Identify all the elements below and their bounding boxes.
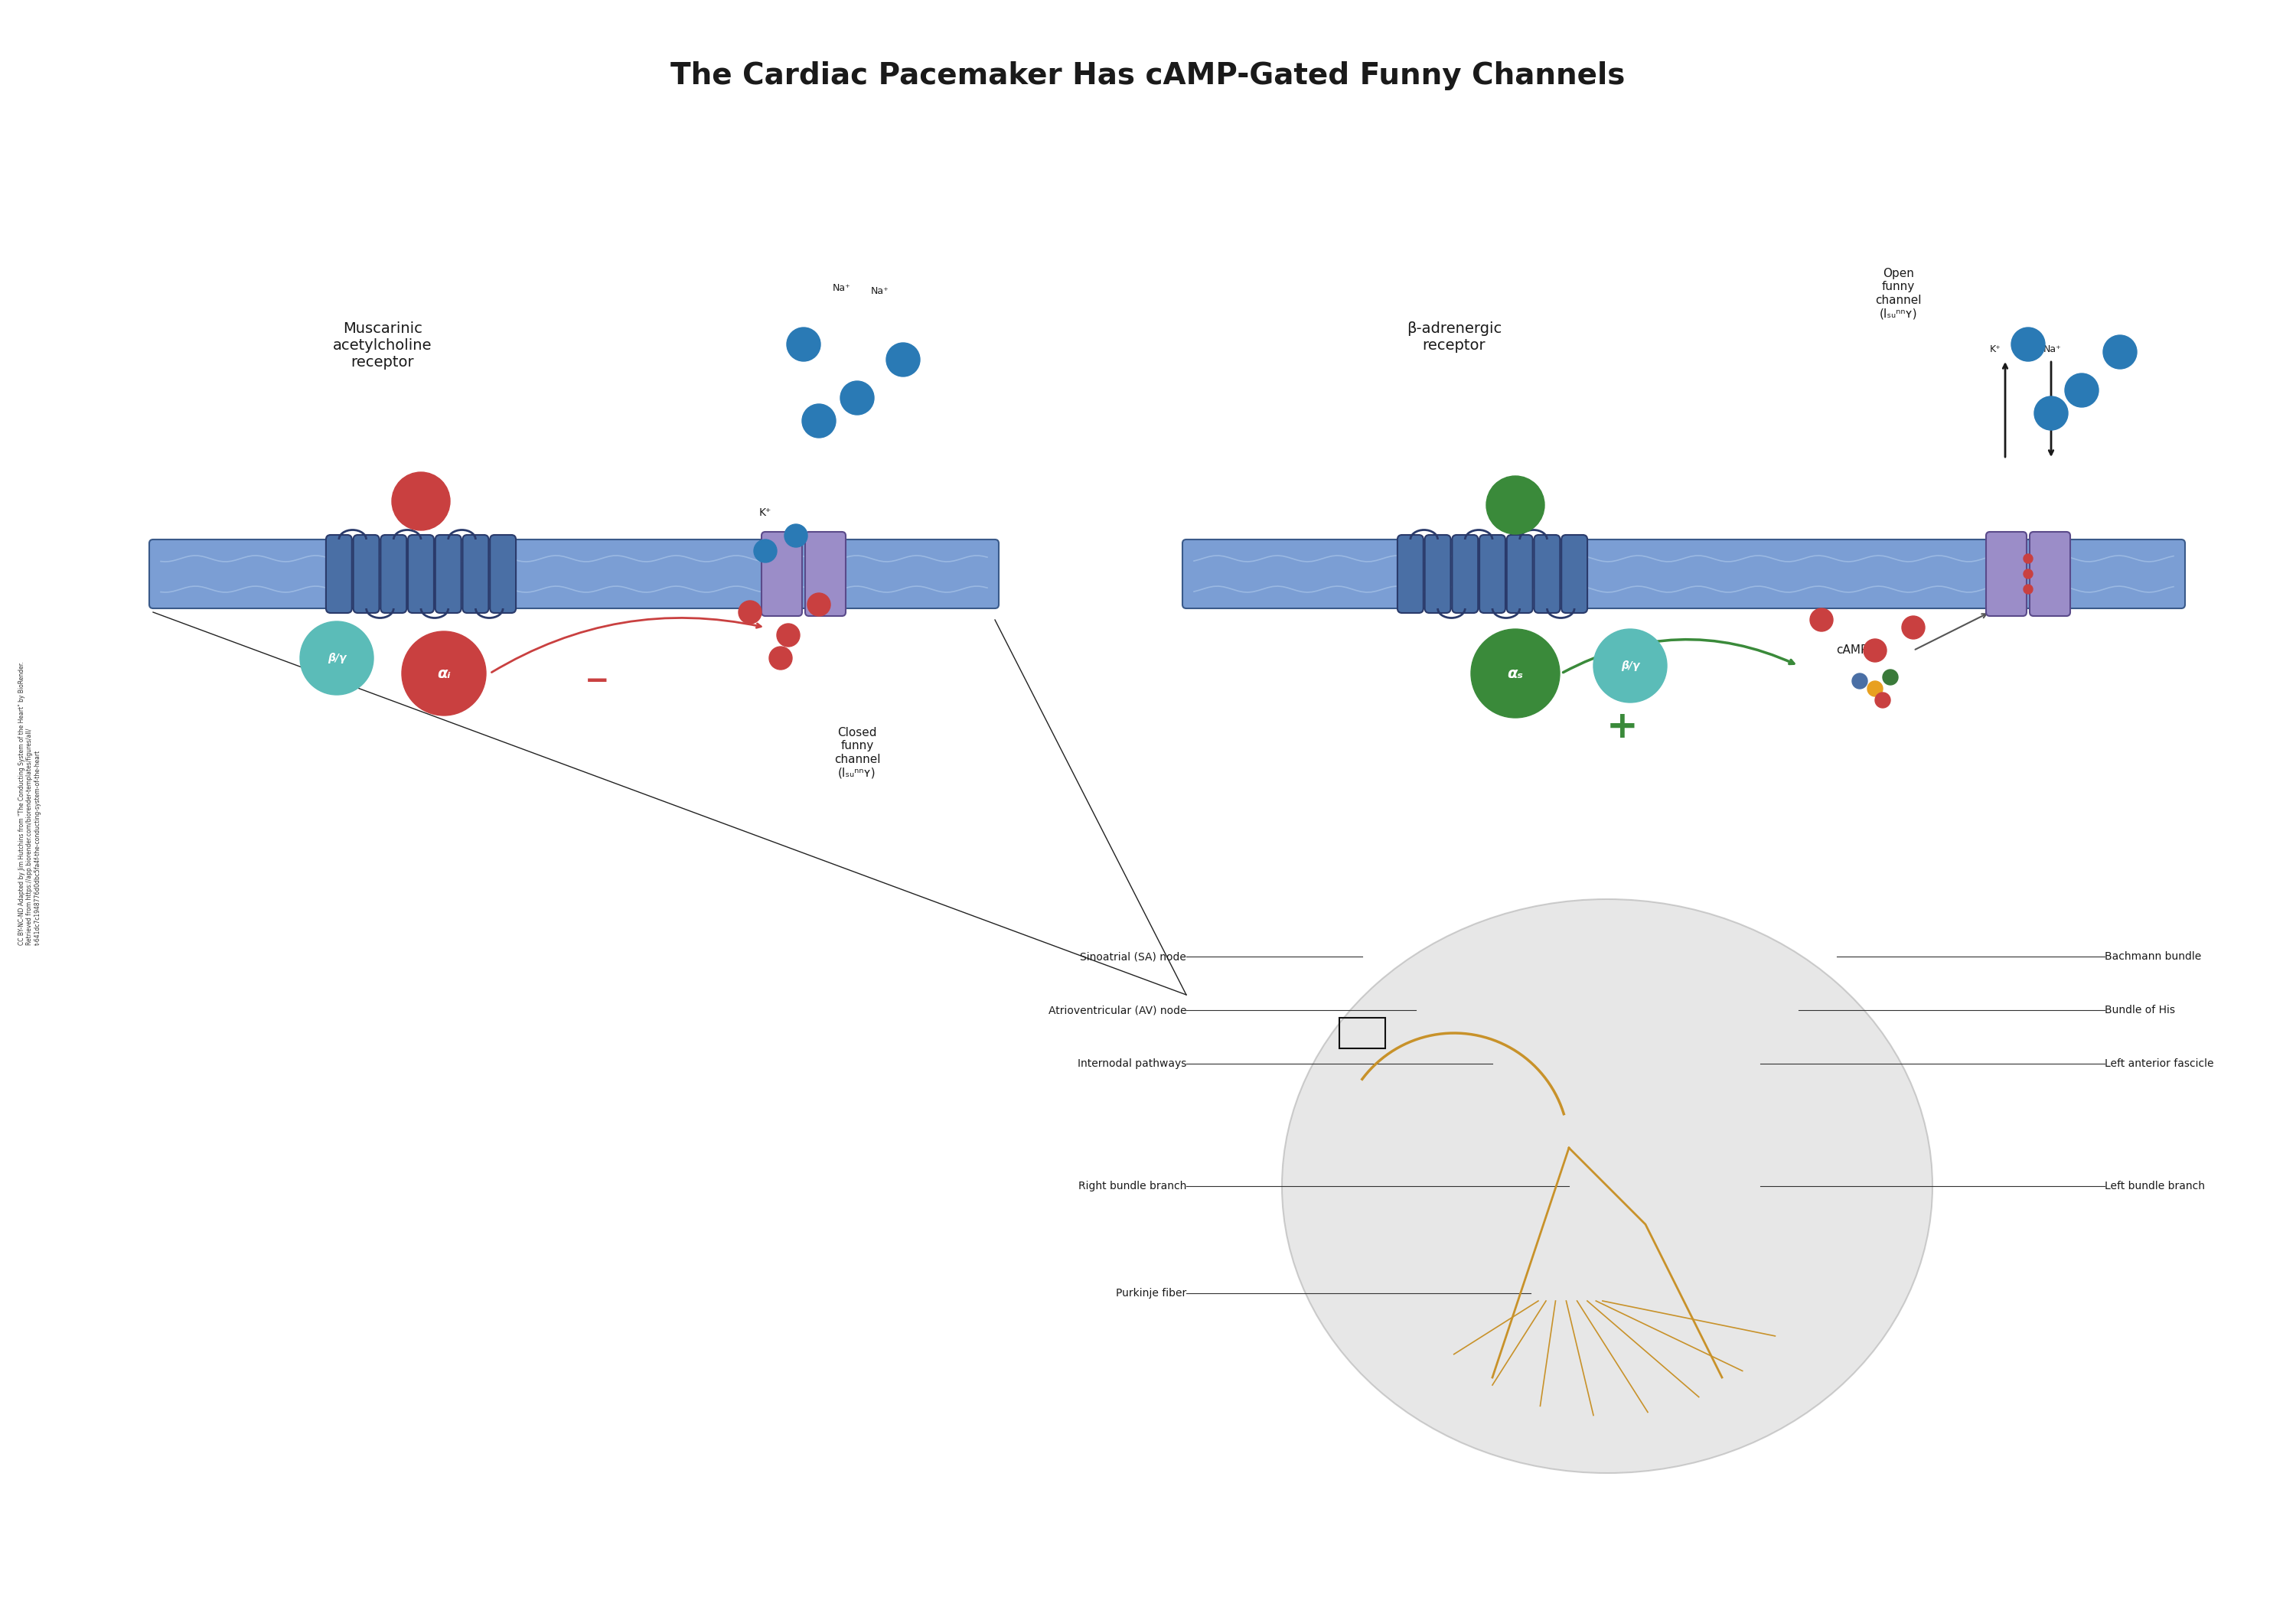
Circle shape xyxy=(2023,569,2032,579)
Circle shape xyxy=(2023,554,2032,562)
Text: The Cardiac Pacemaker Has cAMP-Gated Funny Channels: The Cardiac Pacemaker Has cAMP-Gated Fun… xyxy=(670,61,1626,90)
Circle shape xyxy=(1486,476,1545,534)
Circle shape xyxy=(785,524,808,546)
Circle shape xyxy=(1809,609,1832,632)
FancyBboxPatch shape xyxy=(1561,535,1587,612)
Circle shape xyxy=(808,593,831,615)
FancyBboxPatch shape xyxy=(1451,535,1479,612)
FancyBboxPatch shape xyxy=(461,535,489,612)
Text: K⁺: K⁺ xyxy=(760,508,771,517)
FancyBboxPatch shape xyxy=(1506,535,1534,612)
Circle shape xyxy=(1853,673,1867,689)
FancyBboxPatch shape xyxy=(354,535,379,612)
Text: Muscarinic
acetylcholine
receptor: Muscarinic acetylcholine receptor xyxy=(333,321,432,370)
FancyBboxPatch shape xyxy=(489,535,517,612)
Text: β/γ: β/γ xyxy=(1621,660,1639,672)
Text: Bundle of His: Bundle of His xyxy=(2105,1004,2174,1016)
FancyBboxPatch shape xyxy=(326,535,351,612)
Text: Sinoatrial (SA) node: Sinoatrial (SA) node xyxy=(1079,951,1187,963)
Text: Na⁺: Na⁺ xyxy=(2043,344,2062,354)
Circle shape xyxy=(1901,615,1924,640)
Text: αᵢ: αᵢ xyxy=(436,667,450,681)
Text: Left anterior fascicle: Left anterior fascicle xyxy=(2105,1059,2213,1069)
Circle shape xyxy=(776,624,799,646)
FancyBboxPatch shape xyxy=(1426,535,1451,612)
Text: Left bundle branch: Left bundle branch xyxy=(2105,1181,2204,1191)
Circle shape xyxy=(2103,336,2138,370)
Circle shape xyxy=(1593,628,1667,702)
Text: Na⁺: Na⁺ xyxy=(833,283,852,292)
Circle shape xyxy=(2011,328,2046,362)
Circle shape xyxy=(2034,397,2069,431)
FancyBboxPatch shape xyxy=(1986,532,2027,615)
Circle shape xyxy=(739,601,762,624)
Bar xyxy=(1339,1017,1384,1048)
Text: cAMP: cAMP xyxy=(1837,644,1869,656)
Ellipse shape xyxy=(1281,900,1933,1474)
Text: Internodal pathways: Internodal pathways xyxy=(1077,1059,1187,1069)
FancyBboxPatch shape xyxy=(1479,535,1506,612)
Text: β-adrenergic
receptor: β-adrenergic receptor xyxy=(1407,321,1502,354)
FancyBboxPatch shape xyxy=(2030,532,2071,615)
Circle shape xyxy=(788,328,820,362)
Circle shape xyxy=(393,472,450,530)
Text: β/γ: β/γ xyxy=(328,652,347,664)
Circle shape xyxy=(769,646,792,670)
Circle shape xyxy=(886,342,921,376)
FancyBboxPatch shape xyxy=(436,535,461,612)
Circle shape xyxy=(1883,670,1899,685)
Circle shape xyxy=(840,381,875,415)
Text: −: − xyxy=(585,667,608,696)
FancyBboxPatch shape xyxy=(1398,535,1424,612)
FancyBboxPatch shape xyxy=(762,532,801,615)
Text: Open
funny
channel
(Iₛᵤⁿⁿʏ): Open funny channel (Iₛᵤⁿⁿʏ) xyxy=(1876,268,1922,320)
FancyBboxPatch shape xyxy=(1182,540,2186,609)
Circle shape xyxy=(801,403,836,437)
Text: Closed
funny
channel
(Iₛᵤⁿⁿʏ): Closed funny channel (Iₛᵤⁿⁿʏ) xyxy=(833,726,879,778)
Text: K⁺: K⁺ xyxy=(1991,344,2002,354)
Circle shape xyxy=(1864,640,1887,662)
Text: αₛ: αₛ xyxy=(1508,667,1522,681)
Circle shape xyxy=(1472,628,1559,718)
Circle shape xyxy=(2023,585,2032,595)
FancyBboxPatch shape xyxy=(1534,535,1559,612)
Text: Right bundle branch: Right bundle branch xyxy=(1079,1181,1187,1191)
Text: Purkinje fiber: Purkinje fiber xyxy=(1116,1287,1187,1298)
Circle shape xyxy=(2064,373,2099,407)
Text: CC BY-NC-ND Adapted by Jim Hutchins from "The Conducting System of the Heart" by: CC BY-NC-ND Adapted by Jim Hutchins from… xyxy=(18,662,41,945)
FancyBboxPatch shape xyxy=(806,532,845,615)
Circle shape xyxy=(1867,681,1883,696)
Text: +: + xyxy=(1607,709,1639,746)
FancyBboxPatch shape xyxy=(381,535,406,612)
Circle shape xyxy=(1876,693,1890,707)
FancyBboxPatch shape xyxy=(149,540,999,609)
Text: Bachmann bundle: Bachmann bundle xyxy=(2105,951,2202,963)
Text: Atrioventricular (AV) node: Atrioventricular (AV) node xyxy=(1047,1004,1187,1016)
FancyBboxPatch shape xyxy=(409,535,434,612)
Circle shape xyxy=(753,540,776,562)
Circle shape xyxy=(301,622,374,694)
Text: Na⁺: Na⁺ xyxy=(870,286,889,296)
Circle shape xyxy=(402,632,487,715)
